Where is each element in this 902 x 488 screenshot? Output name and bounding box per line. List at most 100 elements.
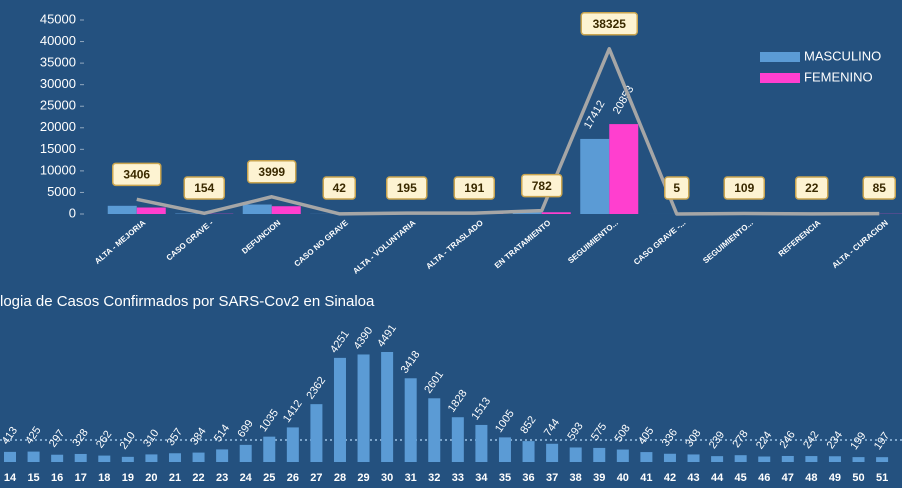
x-tick-label: 40: [617, 472, 629, 484]
bar: [98, 455, 111, 462]
data-label: 328: [70, 427, 90, 449]
x-tick-label: 46: [758, 472, 770, 484]
data-label: 4251: [328, 328, 352, 355]
x-tick-label: 37: [546, 472, 558, 484]
x-tick-label: 49: [829, 472, 841, 484]
bar: [569, 447, 582, 462]
x-tick-label: 48: [805, 472, 817, 484]
y-tick-label: 25000: [40, 98, 76, 113]
bar: [711, 456, 724, 462]
data-label: 1828: [446, 388, 470, 415]
data-label: 508: [613, 423, 633, 445]
x-tick-label: REFERENCIA: [777, 218, 823, 258]
bar: [475, 424, 488, 462]
data-label: 210: [118, 430, 138, 452]
bar: [4, 451, 16, 462]
y-tick-label: 35000: [40, 55, 76, 70]
data-label: 234: [825, 429, 845, 451]
data-label: 425: [23, 425, 43, 447]
bar: [498, 437, 511, 462]
bar: [734, 455, 747, 462]
y-tick-label: 15000: [40, 141, 76, 156]
x-tick-label: 26: [287, 472, 299, 484]
data-label: 2601: [422, 369, 446, 396]
label-box: [453, 176, 495, 200]
bar: [333, 357, 346, 462]
data-label: 154: [194, 181, 214, 195]
data-label: 199: [848, 430, 868, 452]
x-tick-label: CASO GRAVE -: [165, 218, 216, 262]
bar: [310, 404, 323, 462]
data-label: 4390: [352, 325, 376, 352]
x-tick-label: ALTA - TRASLADO: [424, 218, 484, 271]
x-tick-label: 18: [98, 472, 110, 484]
bar: [876, 457, 889, 462]
data-label: 197: [872, 430, 892, 452]
data-label: 310: [141, 427, 161, 449]
data-label: 22: [805, 181, 819, 195]
x-tick-label: 27: [310, 472, 322, 484]
x-tick-label: 21: [169, 472, 181, 484]
bar: [541, 212, 571, 214]
data-label: 242: [801, 429, 821, 451]
label-box: [795, 176, 829, 200]
x-tick-label: 24: [240, 472, 253, 484]
x-tick-label: 15: [27, 472, 39, 484]
data-label: 262: [94, 429, 114, 451]
data-label: 593: [565, 420, 585, 442]
y-tick-label: 20000: [40, 119, 76, 134]
data-label: 2362: [304, 375, 328, 402]
bar: [640, 452, 653, 462]
x-tick-label: SEGUIMIENTO...: [566, 218, 620, 265]
label-box: [862, 176, 896, 200]
bar: [522, 441, 535, 462]
bar: [216, 449, 229, 462]
label-box: [580, 12, 638, 36]
y-tick-label: 40000: [40, 33, 76, 48]
label-box: [112, 162, 162, 187]
x-tick-label: 36: [522, 472, 534, 484]
bar: [136, 207, 166, 214]
data-label: 1412: [281, 398, 305, 425]
x-tick-label: ALTA - CURACION: [830, 218, 890, 270]
data-label: 224: [754, 429, 774, 451]
x-tick-label: 30: [381, 472, 393, 484]
data-label: 357: [165, 426, 185, 448]
data-label: 308: [683, 427, 703, 449]
x-tick-label: 17: [75, 472, 87, 484]
data-label: 109: [734, 181, 754, 195]
x-tick-label: 22: [192, 472, 204, 484]
bar: [428, 398, 441, 462]
y-tick-label: 0: [69, 205, 76, 220]
y-tick-label: 30000: [40, 76, 76, 91]
x-tick-label: 47: [782, 472, 794, 484]
data-label: 297: [47, 428, 67, 450]
data-label: 3406: [123, 167, 150, 181]
x-tick-label: 14: [4, 472, 17, 484]
data-label: 246: [778, 429, 798, 451]
bar: [168, 453, 181, 462]
bar: [512, 212, 542, 214]
bar: [616, 449, 629, 462]
x-tick-label: 44: [711, 472, 724, 484]
bar: [451, 417, 464, 462]
x-tick-label: 50: [852, 472, 864, 484]
y-tick-label: 5000: [47, 184, 76, 199]
bar: [263, 436, 276, 462]
data-label: 413: [0, 425, 20, 447]
x-tick-label: 45: [735, 472, 747, 484]
data-label: 85: [873, 181, 887, 195]
bar: [107, 205, 137, 214]
bar: [51, 454, 64, 462]
data-label: 699: [235, 418, 255, 440]
bar: [357, 354, 370, 462]
legend-swatch: [760, 52, 800, 62]
x-tick-label: ALTA - VOLUNTARIA: [351, 218, 417, 276]
y-tick-label: 45000: [40, 11, 76, 26]
data-label: 514: [212, 422, 232, 444]
bar: [580, 138, 610, 214]
x-tick-label: 16: [51, 472, 63, 484]
x-tick-label: 28: [334, 472, 346, 484]
x-tick-label: SEGUIMIENTO...: [701, 218, 755, 265]
x-tick-label: 43: [687, 472, 699, 484]
